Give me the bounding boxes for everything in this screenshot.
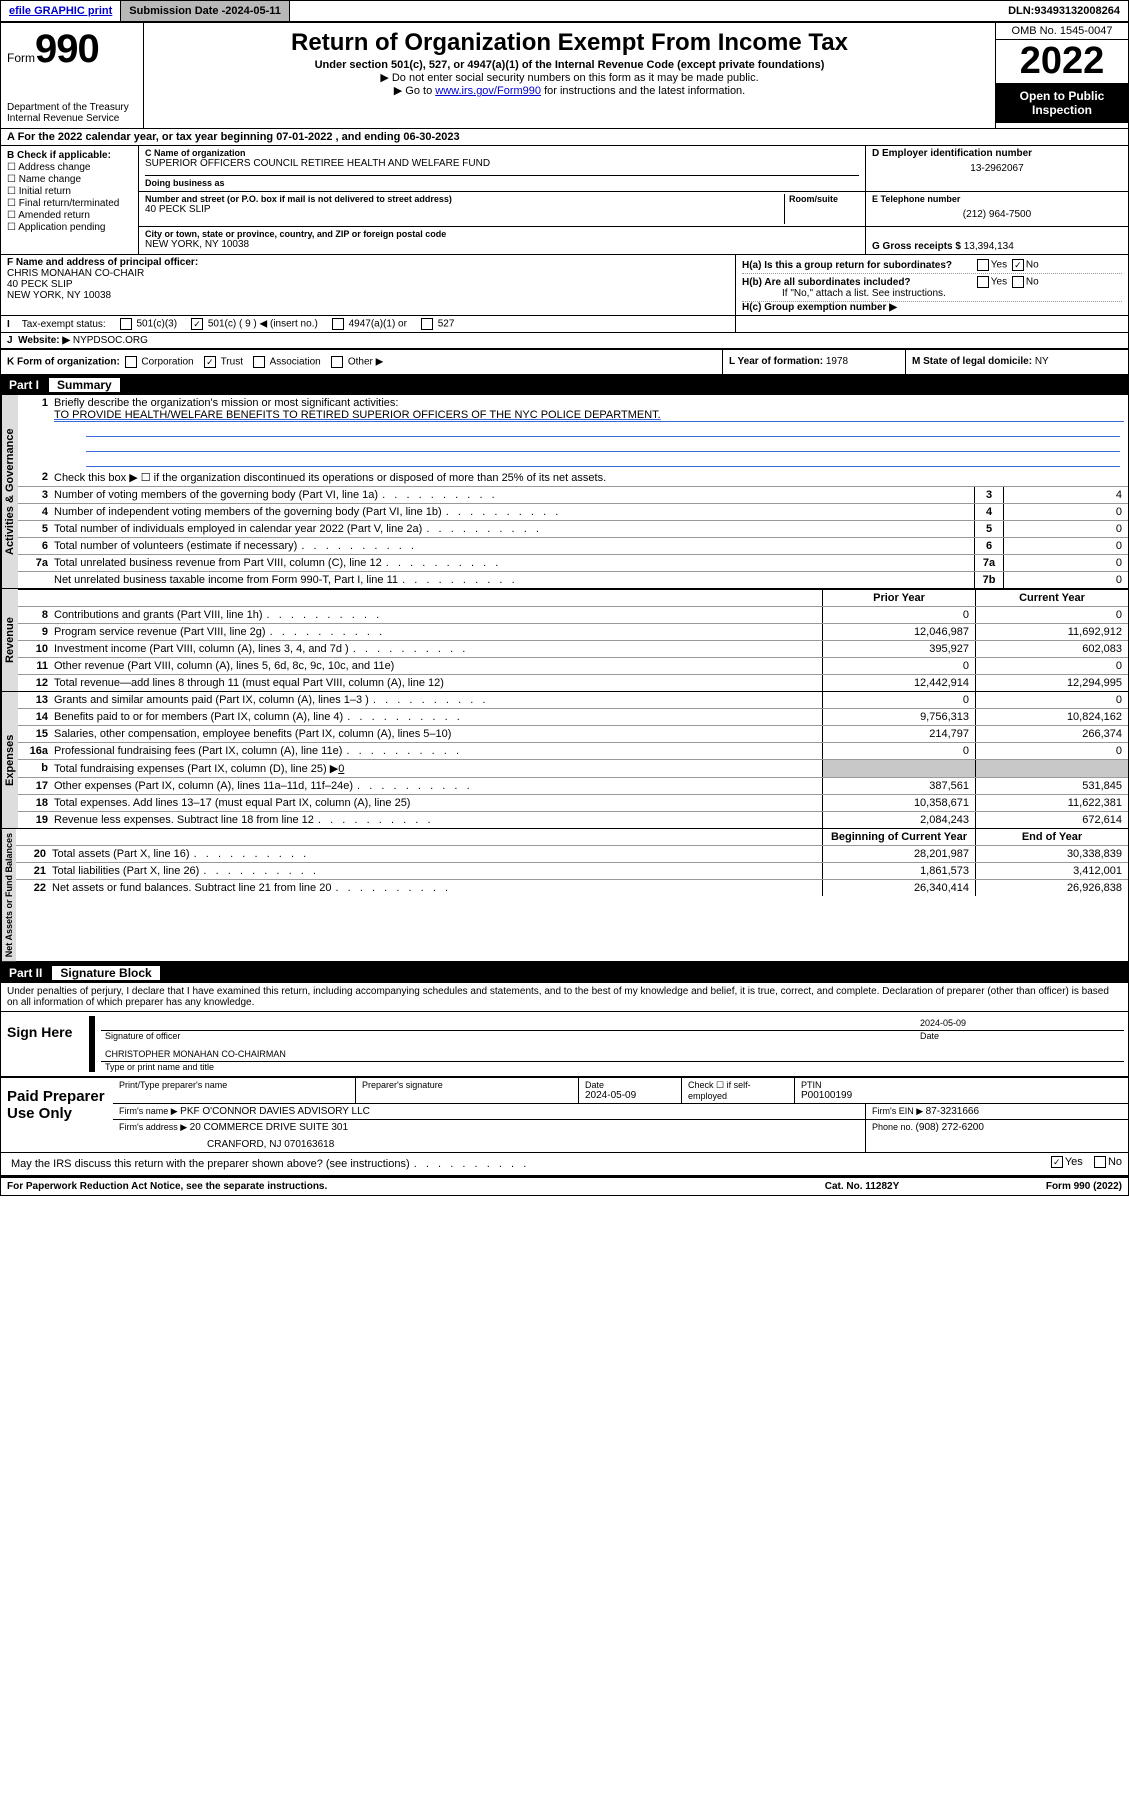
tab-revenue: Revenue [1,589,18,691]
c-addr-label: Number and street (or P.O. box if mail i… [145,194,784,204]
title-cell: Return of Organization Exempt From Incom… [144,23,996,129]
l17: Other expenses (Part IX, column (A), lin… [50,778,822,794]
row-a-taxyear: A For the 2022 calendar year, or tax yea… [1,129,1128,146]
chk-initial-return[interactable]: Initial return [7,186,132,197]
l19: Revenue less expenses. Subtract line 18 … [50,812,822,828]
form-body: Form990 Department of the Treasury Inter… [0,22,1129,1196]
dln: DLN: 93493132008264 [1000,1,1128,21]
pp-sig: Preparer's signature [356,1078,579,1103]
l10: Investment income (Part VIII, column (A)… [50,641,822,657]
l4: Number of independent voting members of … [50,504,974,520]
g-gross: G Gross receipts $ 13,394,134 [866,227,1128,254]
tab-expenses: Expenses [1,692,18,828]
hdr-current: Current Year [975,590,1128,606]
chk-name-change[interactable]: Name change [7,174,132,185]
pp-self-employed[interactable]: Check ☐ if self-employed [682,1078,795,1103]
year-cell: OMB No. 1545-0047 2022 Open to Public In… [996,23,1128,129]
sig-officer-line [105,1018,920,1028]
l7b: Net unrelated business taxable income fr… [50,572,974,588]
pp-date: Date2024-05-09 [579,1078,682,1103]
officer-name: CHRISTOPHER MONAHAN CO-CHAIRMAN [105,1049,286,1059]
note-ssn: ▶ Do not enter social security numbers o… [148,71,991,84]
discuss-question: May the IRS discuss this return with the… [7,1156,962,1172]
f-officer: F Name and address of principal officer:… [1,255,736,315]
l13: Grants and similar amounts paid (Part IX… [50,692,822,708]
h-c: H(c) Group exemption number ▶ [742,302,1122,313]
efile-link[interactable]: efile GRAPHIC print [1,1,121,21]
l6: Total number of volunteers (estimate if … [50,538,974,554]
firm-name: Firm's name ▶ PKF O'CONNOR DAVIES ADVISO… [113,1104,866,1119]
firm-phone: Phone no. (908) 272-6200 [866,1120,1128,1152]
l12: Total revenue—add lines 8 through 11 (mu… [50,675,822,691]
part1-header: Part I Summary [1,375,1128,395]
l3: Number of voting members of the governin… [50,487,974,503]
l11: Other revenue (Part VIII, column (A), li… [50,658,822,674]
l14: Benefits paid to or for members (Part IX… [50,709,822,725]
c-name: C Name of organization SUPERIOR OFFICERS… [139,146,866,191]
c-room-label: Room/suite [784,194,859,224]
open-inspection: Open to Public Inspection [996,83,1128,123]
declaration-text: Under penalties of perjury, I declare th… [1,983,1128,1011]
footer-cat: Cat. No. 11282Y [762,1181,962,1192]
col-b-checkboxes: B Check if applicable: Address change Na… [1,146,139,254]
i-tax-exempt: I Tax-exempt status: 501(c)(3) ✓ 501(c) … [1,316,736,332]
l1-label: Briefly describe the organization's miss… [54,397,398,409]
irs-link[interactable]: www.irs.gov/Form990 [435,85,541,97]
k-form-org: K Form of organization: Corporation ✓ Tr… [1,350,723,374]
paid-preparer-label: Paid Preparer Use Only [1,1078,113,1152]
d-ein: D Employer identification number 13-2962… [866,146,1128,191]
chk-address-change[interactable]: Address change [7,162,132,173]
part2-header: Part II Signature Block [1,963,1128,983]
l18: Total expenses. Add lines 13–17 (must eq… [50,795,822,811]
l16a: Professional fundraising fees (Part IX, … [50,743,822,759]
l8: Contributions and grants (Part VIII, lin… [50,607,822,623]
form-number-cell: Form990 Department of the Treasury Inter… [1,23,144,129]
l22: Net assets or fund balances. Subtract li… [48,880,822,896]
chk-final-return[interactable]: Final return/terminated [7,198,132,209]
e-phone: E Telephone number (212) 964-7500 [866,192,1128,226]
omb-number: OMB No. 1545-0047 [996,23,1128,40]
dept-label: Department of the Treasury [7,102,137,113]
h-b: H(b) Are all subordinates included? Yes … [742,274,1122,302]
hdr-end: End of Year [975,829,1128,845]
pp-name: Print/Type preparer's name [113,1078,356,1103]
firm-ein: Firm's EIN ▶ 87-3231666 [866,1104,1128,1119]
tab-activities: Activities & Governance [1,395,18,588]
l21: Total liabilities (Part X, line 26) [48,863,822,879]
chk-app-pending[interactable]: Application pending [7,222,132,233]
l5: Total number of individuals employed in … [50,521,974,537]
l7a: Total unrelated business revenue from Pa… [50,555,974,571]
l2: Check this box ▶ ☐ if the organization d… [50,469,1128,486]
l9: Program service revenue (Part VIII, line… [50,624,822,640]
form-title: Return of Organization Exempt From Incom… [148,29,991,57]
discuss-answer[interactable]: ✓Yes No [962,1156,1122,1172]
note-link: ▶ Go to www.irs.gov/Form990 for instruct… [148,84,991,97]
h-a: H(a) Is this a group return for subordin… [742,257,1122,274]
ptin: PTINP00100199 [795,1078,1128,1103]
firm-address: Firm's address ▶ 20 COMMERCE DRIVE SUITE… [113,1120,866,1152]
footer-form: Form 990 (2022) [962,1181,1122,1192]
hdr-prior: Prior Year [822,590,975,606]
m-state: M State of legal domicile: NY [906,350,1128,374]
j-website: J Website: ▶ NYPDSOC.ORG [1,333,1128,348]
l15: Salaries, other compensation, employee b… [50,726,822,742]
c-city: City or town, state or province, country… [139,227,866,254]
submission-date: Submission Date - 2024-05-11 [121,1,290,21]
l1-mission: TO PROVIDE HEALTH/WELFARE BENEFITS TO RE… [54,409,1124,422]
chk-amended-return[interactable]: Amended return [7,210,132,221]
footer-pra: For Paperwork Reduction Act Notice, see … [7,1181,762,1192]
sig-date: 2024-05-09 [920,1018,1120,1028]
hdr-beginning: Beginning of Current Year [822,829,975,845]
form-subtitle: Under section 501(c), 527, or 4947(a)(1)… [148,59,991,71]
l20: Total assets (Part X, line 16) [48,846,822,862]
c-address: 40 PECK SLIP [145,204,784,215]
top-bar: efile GRAPHIC print Submission Date - 20… [0,0,1129,22]
sign-here-label: Sign Here [1,1012,85,1076]
irs-label: Internal Revenue Service [7,113,137,124]
tax-year: 2022 [996,40,1128,83]
tab-netassets: Net Assets or Fund Balances [1,829,16,961]
l-year-formation: L Year of formation: 1978 [723,350,906,374]
l16b: Total fundraising expenses (Part IX, col… [50,760,822,777]
